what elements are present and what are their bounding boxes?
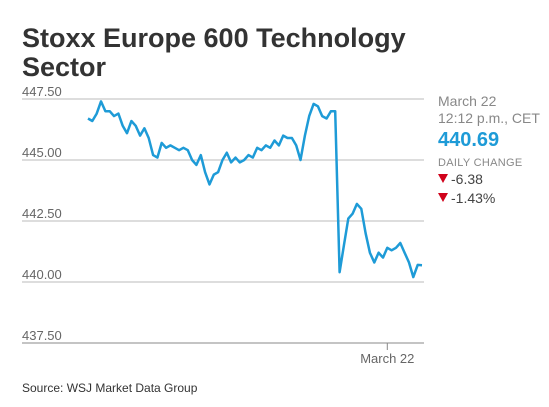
chart-title: Stoxx Europe 600 Technology Sector — [22, 23, 406, 82]
quote-time: 12:12 p.m., CET — [438, 110, 540, 126]
quote-date: March 22 — [438, 93, 497, 109]
down-triangle-icon — [438, 174, 448, 183]
x-axis: March 22 — [360, 343, 414, 366]
series-group — [87, 100, 423, 279]
down-triangle-icon — [438, 193, 448, 202]
side-panel: March 22 12:12 p.m., CET 440.69 DAILY CH… — [438, 93, 548, 208]
y-tick-label: 445.00 — [22, 145, 62, 160]
change-percent-value: -1.43% — [451, 190, 496, 206]
change-points-value: -6.38 — [451, 171, 483, 187]
y-tick-label: 440.00 — [22, 267, 62, 282]
quote-price: 440.69 — [438, 129, 500, 151]
gridlines — [22, 98, 424, 344]
y-tick-label: 437.50 — [22, 328, 62, 343]
change-percent: -1.43% — [438, 189, 548, 208]
series-line — [87, 100, 423, 279]
y-tick-label: 442.50 — [22, 206, 62, 221]
y-tick-label: 447.50 — [22, 84, 62, 99]
source-note: Source: WSJ Market Data Group — [22, 381, 198, 395]
change-points: -6.38 — [438, 170, 548, 189]
daily-change-label: DAILY CHANGE — [438, 157, 523, 169]
y-axis: 447.50 445.00 442.50 440.00 437.50 — [22, 84, 62, 343]
x-tick-label: March 22 — [360, 351, 414, 366]
